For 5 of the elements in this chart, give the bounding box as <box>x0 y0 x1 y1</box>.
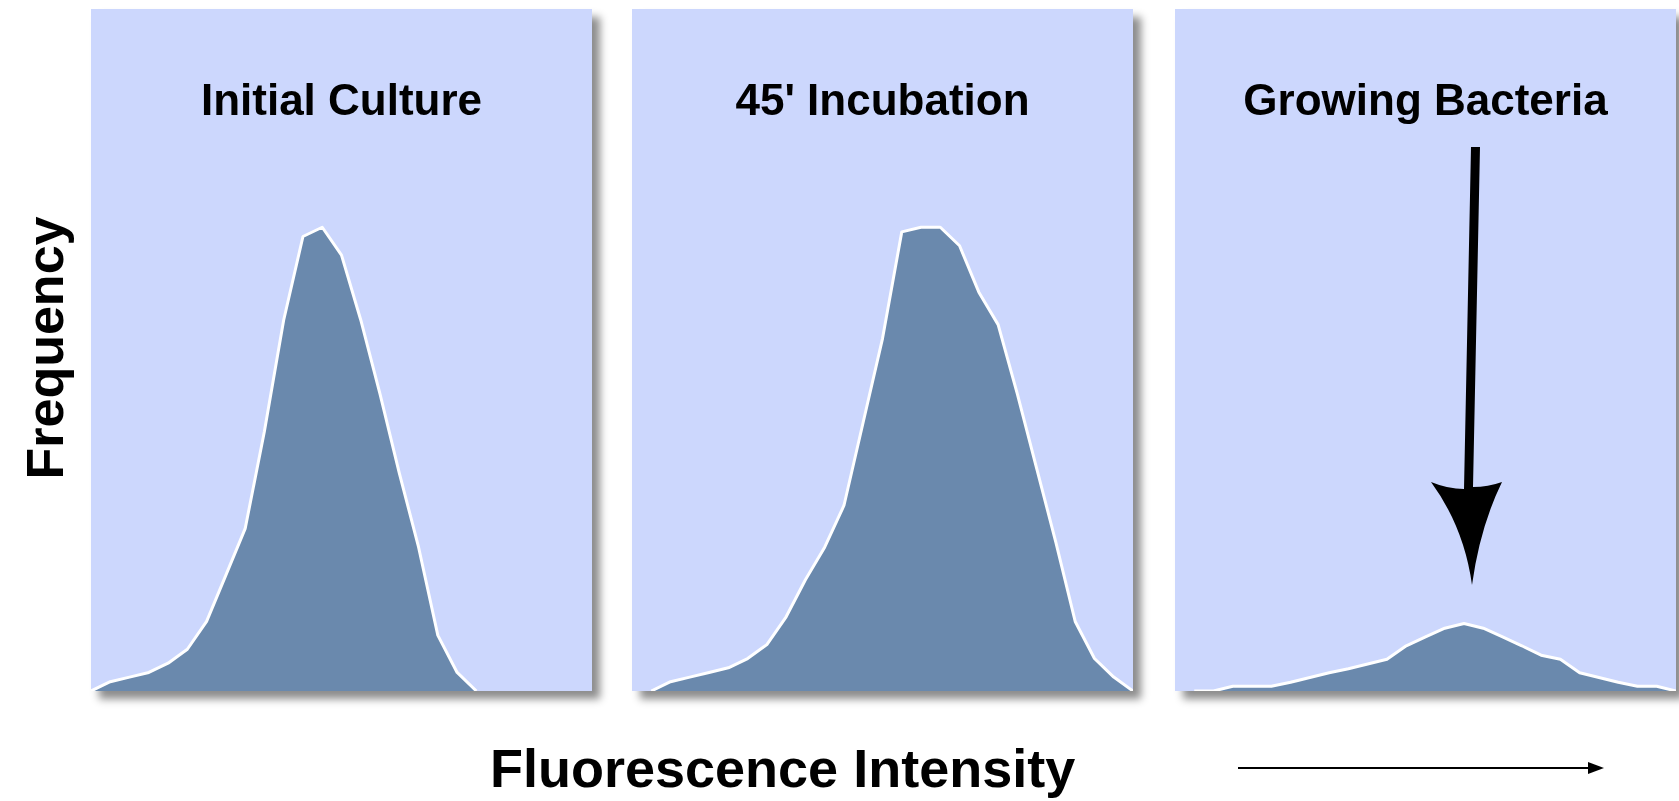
chart-title: Initial Culture <box>199 75 484 125</box>
chart-title: 45' Incubation <box>734 75 1031 125</box>
y-axis-title: Frequency <box>15 215 75 482</box>
chart-title: Growing Bacteria <box>1242 75 1609 125</box>
x-axis-title: Fluorescence Intensity <box>490 737 1076 799</box>
